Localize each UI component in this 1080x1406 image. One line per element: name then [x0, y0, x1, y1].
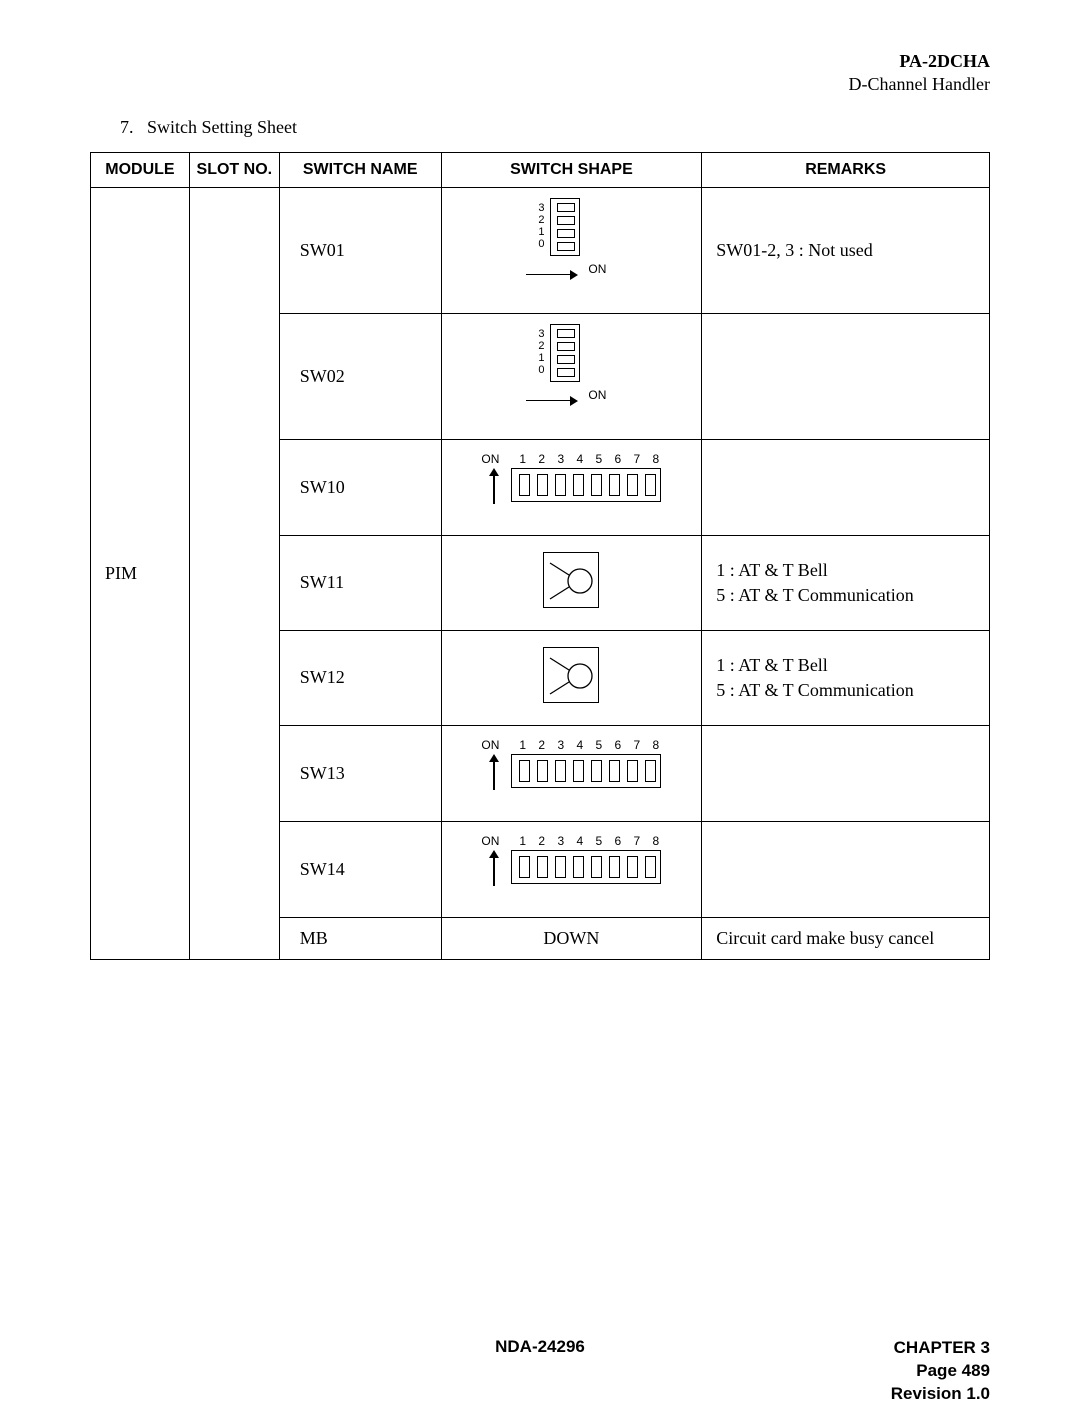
module-cell: PIM: [91, 187, 190, 959]
section-name: Switch Setting Sheet: [147, 117, 297, 137]
slot-cell: [189, 187, 279, 959]
dip8-switch-icon: ON 1 2 3 4 5 6 7 8: [461, 450, 681, 520]
col-name: SWITCH NAME: [279, 152, 441, 187]
dip8-on-label: ON: [481, 452, 499, 466]
remarks-cell: 1 : AT & T Bell5 : AT & T Communication: [702, 535, 990, 630]
section-title: 7. Switch Setting Sheet: [120, 117, 990, 138]
footer-page: Page 489: [891, 1360, 990, 1383]
rotary-switch-icon: [543, 552, 599, 608]
switch-shape-cell: 3210 ON: [441, 313, 702, 439]
dip4-labels: 3210: [538, 328, 544, 376]
section-number: 7.: [120, 117, 134, 137]
dip4-on-label: ON: [588, 388, 606, 402]
rotary-switch-icon: [543, 647, 599, 703]
arrow-up-icon: [488, 754, 500, 794]
dip4-switch-icon: 3210 ON: [516, 198, 626, 298]
dip4-switch-icon: 3210 ON: [516, 324, 626, 424]
header-subtitle: D-Channel Handler: [90, 73, 990, 96]
switch-name-cell: SW11: [279, 535, 441, 630]
col-module: MODULE: [91, 152, 190, 187]
arrow-up-icon: [488, 468, 500, 508]
footer-revision: Revision 1.0: [891, 1383, 990, 1406]
footer-right: CHAPTER 3 Page 489 Revision 1.0: [891, 1337, 990, 1406]
switch-name-cell: SW14: [279, 821, 441, 917]
dip8-body: [511, 754, 661, 788]
dip4-labels: 3210: [538, 202, 544, 250]
table-row: PIMSW013210ONSW01-2, 3 : Not used: [91, 187, 990, 313]
dip8-body: [511, 850, 661, 884]
dip4-body: [550, 198, 580, 256]
switch-name-cell: SW10: [279, 439, 441, 535]
dip8-numbers: 1 2 3 4 5 6 7 8: [519, 738, 663, 752]
switch-shape-cell: [441, 535, 702, 630]
footer-doc: NDA-24296: [90, 1337, 990, 1357]
remarks-cell: 1 : AT & T Bell5 : AT & T Communication: [702, 630, 990, 725]
switch-name-cell: SW02: [279, 313, 441, 439]
dip8-numbers: 1 2 3 4 5 6 7 8: [519, 452, 663, 466]
dip8-on-label: ON: [481, 834, 499, 848]
remarks-cell: [702, 313, 990, 439]
dip8-switch-icon: ON 1 2 3 4 5 6 7 8: [461, 736, 681, 806]
col-remarks: REMARKS: [702, 152, 990, 187]
switch-name-cell: SW13: [279, 725, 441, 821]
col-slot: SLOT NO.: [189, 152, 279, 187]
col-shape: SWITCH SHAPE: [441, 152, 702, 187]
table-body: PIM SW01 3210 ON SW01-2, 3 : Not used SW02 321…: [91, 187, 990, 959]
remarks-cell: [702, 725, 990, 821]
table-header-row: MODULE SLOT NO. SWITCH NAME SWITCH SHAPE…: [91, 152, 990, 187]
dip8-body: [511, 468, 661, 502]
header-code: PA-2DCHA: [90, 50, 990, 73]
switch-name-cell: SW12: [279, 630, 441, 725]
remarks-cell: Circuit card make busy cancel: [702, 917, 990, 959]
dip8-switch-icon: ON 1 2 3 4 5 6 7 8: [461, 832, 681, 902]
remarks-cell: [702, 821, 990, 917]
switch-shape-cell: ON 1 2 3 4 5 6 7 8: [441, 821, 702, 917]
page-header: PA-2DCHA D-Channel Handler: [90, 50, 990, 97]
dip4-on-label: ON: [588, 262, 606, 276]
switch-shape-cell: [441, 630, 702, 725]
arrow-up-icon: [488, 850, 500, 890]
footer-chapter: CHAPTER 3: [891, 1337, 990, 1360]
dip8-numbers: 1 2 3 4 5 6 7 8: [519, 834, 663, 848]
switch-shape-cell: ON 1 2 3 4 5 6 7 8: [441, 439, 702, 535]
switch-shape-cell: 3210 ON: [441, 187, 702, 313]
switch-shape-cell: ON 1 2 3 4 5 6 7 8: [441, 725, 702, 821]
arrow-right-icon: [526, 394, 586, 408]
dip4-body: [550, 324, 580, 382]
remarks-cell: SW01-2, 3 : Not used: [702, 187, 990, 313]
remarks-cell: [702, 439, 990, 535]
arrow-right-icon: [526, 268, 586, 282]
switch-table: MODULE SLOT NO. SWITCH NAME SWITCH SHAPE…: [90, 152, 990, 960]
switch-shape-cell: DOWN: [441, 917, 702, 959]
switch-name-cell: MB: [279, 917, 441, 959]
page: PA-2DCHA D-Channel Handler 7. Switch Set…: [0, 0, 1080, 960]
dip8-on-label: ON: [481, 738, 499, 752]
switch-name-cell: SW01: [279, 187, 441, 313]
